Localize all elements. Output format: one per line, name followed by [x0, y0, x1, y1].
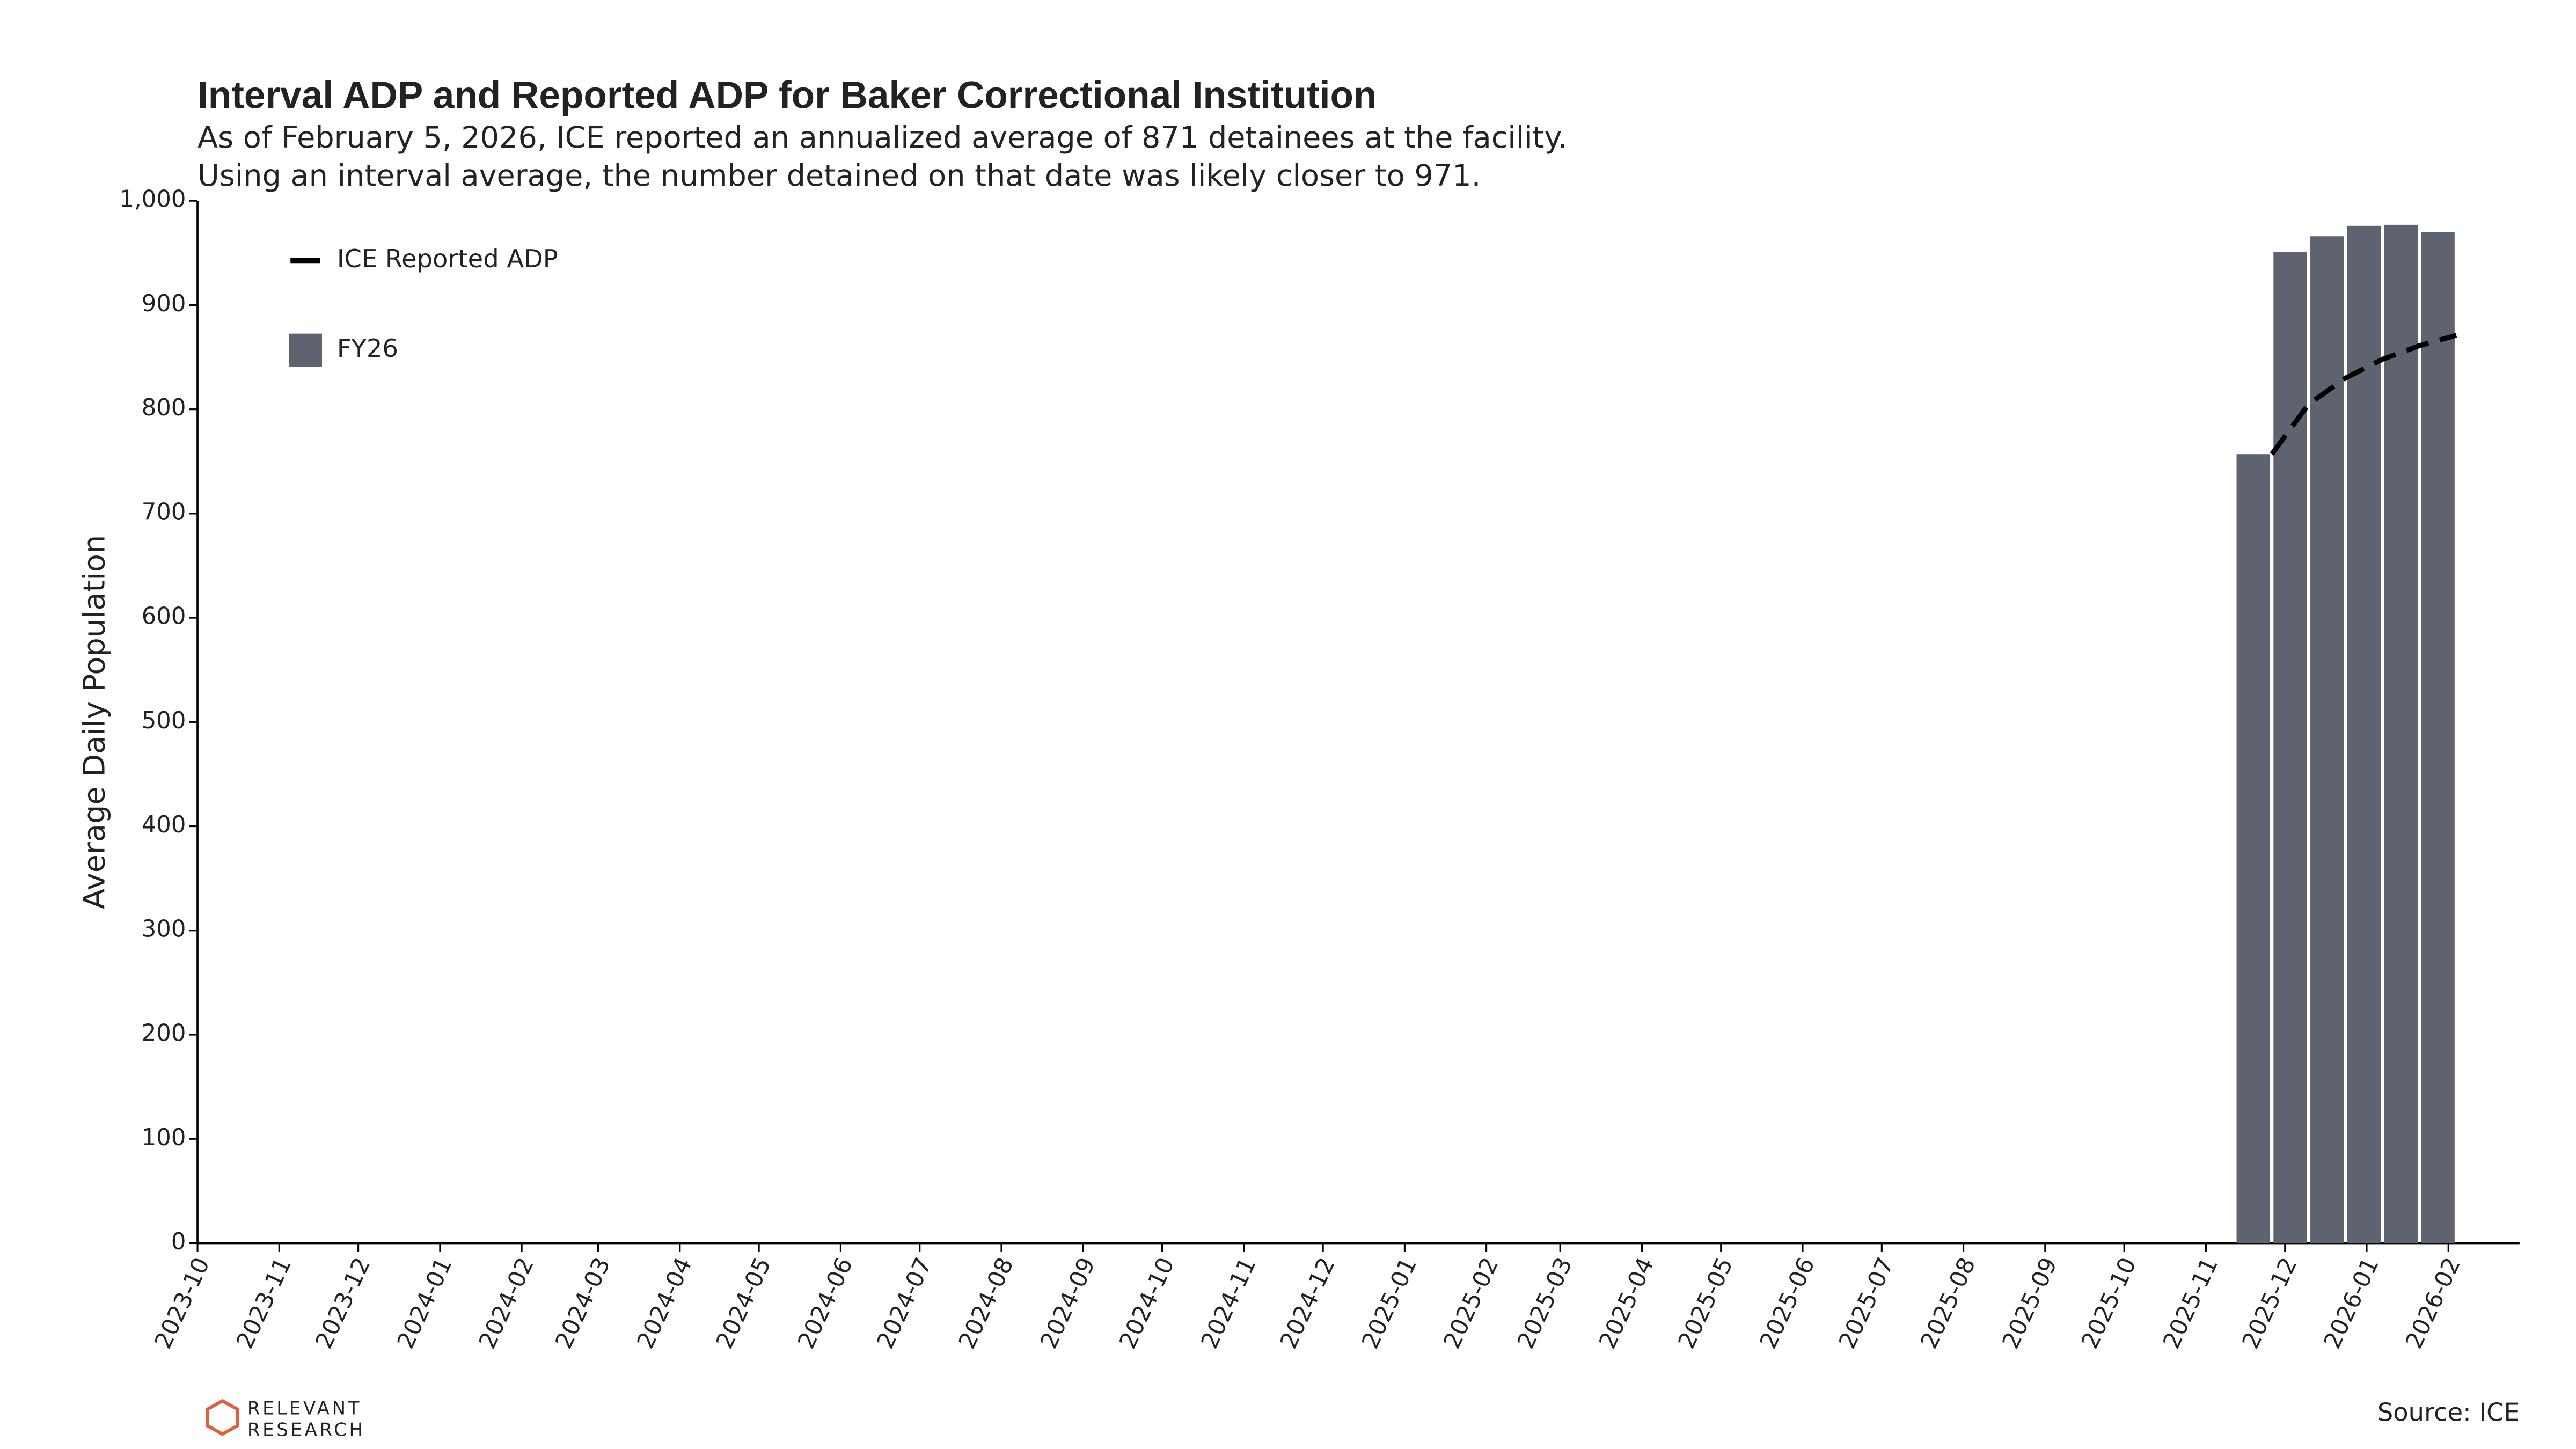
y-tick-label: 900	[142, 290, 186, 317]
y-tick-label: 1,000	[119, 186, 186, 213]
chart-subtitle: Using an interval average, the number de…	[197, 158, 1481, 193]
bar	[2273, 252, 2307, 1243]
x-tick-label: 2024-07	[872, 1254, 938, 1353]
x-tick-label: 2026-01	[2319, 1254, 2384, 1353]
x-tick-label: 2025-12	[2237, 1254, 2303, 1353]
x-tick-label: 2025-11	[2158, 1254, 2223, 1353]
source: Source: ICE	[2377, 1398, 2520, 1427]
x-tick-label: 2025-09	[1997, 1254, 2063, 1353]
x-tick-label: 2024-02	[474, 1254, 539, 1353]
y-axis-label: Average Daily Population	[77, 535, 112, 909]
x-tick-label: 2024-05	[711, 1254, 777, 1353]
x-tick-label: 2025-02	[1439, 1254, 1504, 1353]
x-tick-label: 2025-01	[1357, 1254, 1422, 1353]
x-tick-label: 2025-07	[1834, 1254, 1899, 1353]
logo: RELEVANT RESEARCH	[206, 1397, 365, 1440]
x-tick-label: 2024-08	[954, 1254, 1019, 1353]
y-tick-label: 500	[142, 707, 186, 734]
x-tick-label: 2024-03	[551, 1254, 616, 1353]
x-tick-label: 2024-04	[632, 1254, 698, 1353]
y-tick-label: 700	[142, 499, 186, 525]
x-tick-label: 2025-04	[1594, 1254, 1659, 1353]
y-tick-label: 100	[142, 1124, 186, 1151]
y-tick-label: 0	[171, 1228, 186, 1255]
legend-swatch	[289, 333, 322, 367]
x-tick-label: 2023-11	[231, 1254, 297, 1353]
x-tick-label: 2026-02	[2401, 1254, 2466, 1353]
x-tick-label: 2025-08	[1916, 1254, 1981, 1353]
y-tick-label: 400	[142, 811, 186, 838]
x-tick-label: 2024-09	[1035, 1254, 1101, 1353]
x-tick-label: 2023-12	[311, 1254, 376, 1353]
y-tick-label: 800	[142, 394, 186, 421]
x-tick-label: 2024-10	[1115, 1254, 1180, 1353]
bar	[2347, 225, 2381, 1243]
x-tick-label: 2023-10	[150, 1254, 215, 1353]
chart-title: Interval ADP and Reported ADP for Baker …	[197, 74, 1377, 116]
bar	[2421, 232, 2455, 1243]
x-tick-label: 2024-01	[392, 1254, 458, 1353]
x-tick-label: 2025-06	[1755, 1254, 1820, 1353]
x-tick-label: 2025-10	[2076, 1254, 2142, 1353]
bar	[2384, 224, 2418, 1243]
line	[2270, 333, 2457, 456]
y-tick-label: 300	[142, 916, 186, 942]
bar	[2310, 236, 2344, 1243]
legend-label: FY26	[337, 334, 398, 363]
x-tick-label: 2025-05	[1673, 1254, 1739, 1353]
bar	[2236, 454, 2271, 1243]
chart-subtitle: As of February 5, 2026, ICE reported an …	[197, 120, 1567, 155]
logo-text: RESEARCH	[247, 1419, 365, 1440]
logo-icon	[206, 1399, 239, 1436]
logo-text: RELEVANT	[247, 1397, 362, 1419]
x-tick-label: 2025-03	[1512, 1254, 1578, 1353]
y-tick-label: 600	[142, 603, 186, 630]
legend-label: ICE Reported ADP	[337, 244, 558, 273]
x-tick-label: 2024-06	[793, 1254, 858, 1353]
x-tick-label: 2024-12	[1275, 1254, 1341, 1353]
x-tick-label: 2024-11	[1196, 1254, 1262, 1353]
y-tick-label: 200	[142, 1020, 186, 1047]
